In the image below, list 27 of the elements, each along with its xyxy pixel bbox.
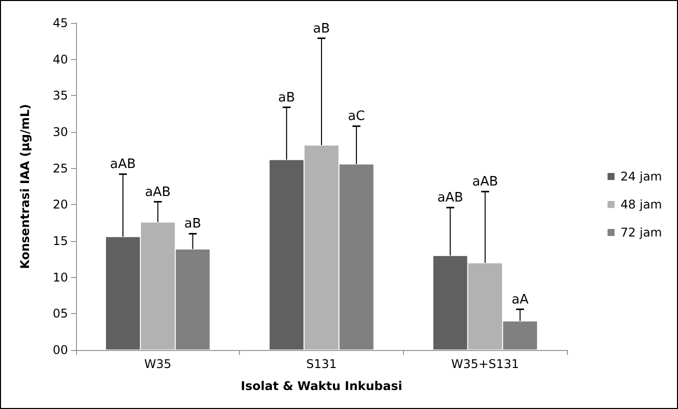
legend-label: 72 jam	[620, 226, 662, 240]
legend-label: 24 jam	[620, 170, 662, 184]
y-tick-label: 45	[52, 16, 68, 30]
annotation: aAB	[437, 190, 464, 206]
y-tick-label: 15	[52, 234, 68, 248]
annotation: aA	[512, 292, 529, 308]
y-tick-label: 40	[52, 52, 68, 66]
annotation: aAB	[472, 174, 498, 190]
annotation: aB	[278, 90, 296, 106]
annotation: aB	[313, 21, 330, 36]
x-tick-label: W35+S131	[451, 357, 520, 371]
legend-label: 48 jam	[620, 198, 662, 212]
y-tick-label: 10	[52, 270, 68, 284]
annotation: aAB	[144, 184, 171, 200]
x-axis-title: Isolat & Waktu Inkubasi	[240, 379, 402, 393]
y-tick-label: 35	[52, 88, 68, 103]
x-tick-label: S131	[306, 357, 337, 371]
x-tick-label: W35	[144, 357, 172, 371]
y-axis-title: Konsentrasi IAA (µg/mL)	[18, 104, 32, 270]
annotation: aC	[348, 109, 365, 124]
annotation: aAB	[110, 157, 136, 172]
y-tick-label: 25	[52, 161, 68, 176]
y-tick-label: 00	[52, 343, 68, 357]
y-tick-label: 30	[52, 125, 68, 139]
y-tick-label: 05	[52, 306, 68, 321]
annotation: aB	[184, 216, 202, 232]
y-tick-label: 20	[52, 198, 68, 212]
